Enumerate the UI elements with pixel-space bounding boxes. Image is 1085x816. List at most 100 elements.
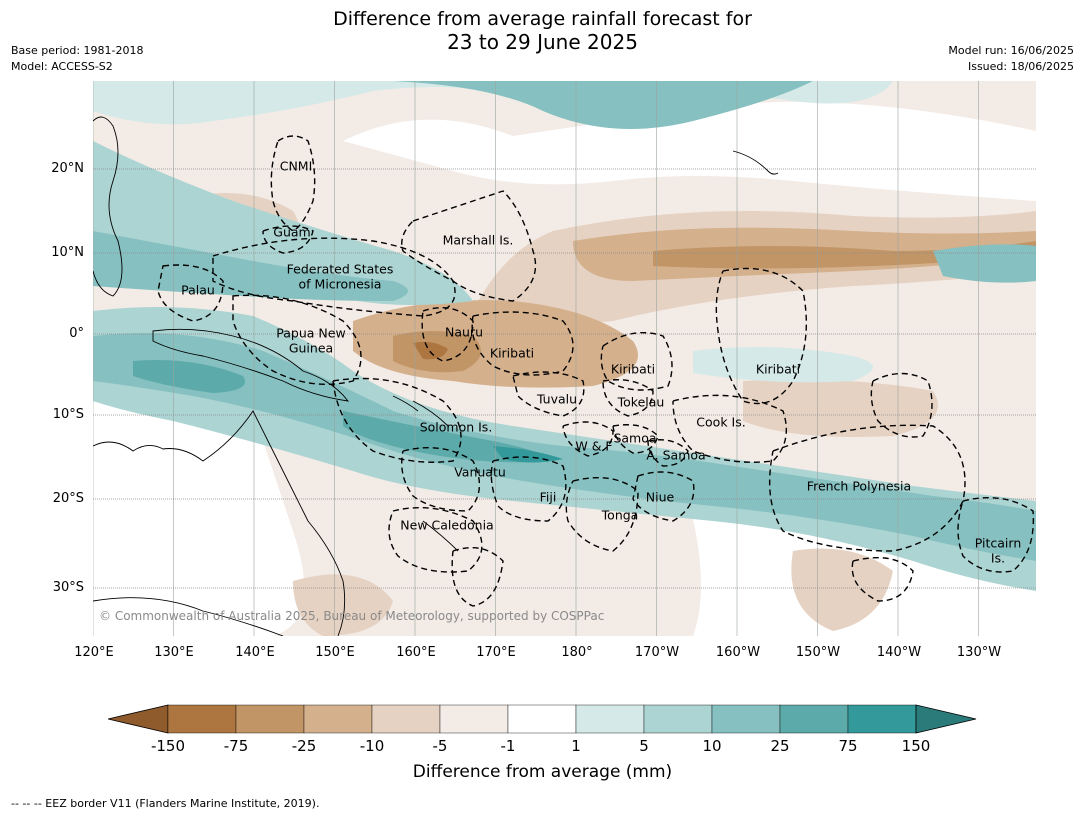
region-label-png-line1: Papua New	[276, 325, 346, 341]
lat-label-10n: 10°N	[51, 245, 84, 260]
region-label-kiribati-east: Kiribati	[755, 361, 801, 377]
eez-tokelau	[602, 379, 654, 417]
region-label-marshall-islands: Marshall Is.	[442, 232, 514, 248]
wet-zone-east-equatorial	[933, 244, 1036, 283]
dry-zone-central-pacific	[743, 379, 938, 437]
map-title-line2: 23 to 29 June 2025	[447, 30, 638, 54]
region-label-tokelau: Tokelau	[617, 394, 665, 410]
wet-zone-philippines	[93, 157, 153, 221]
colorbar-extend-low	[108, 704, 169, 734]
run-info: Model run: 16/06/2025 Issued: 18/06/2025	[948, 43, 1074, 75]
eez-french-polynesia	[769, 424, 966, 552]
eez-marshall-islands	[401, 190, 537, 302]
region-label-png-line2: Guinea	[288, 340, 334, 356]
dry-zone-southeast	[791, 548, 893, 631]
colorbar-label-25: 25	[770, 737, 790, 755]
eez-niue	[632, 471, 695, 522]
colorbar-bin-4	[371, 704, 441, 734]
colorbar-bin-11	[847, 704, 917, 734]
lon-label-170e: 170°E	[476, 645, 516, 660]
issued-date-text: Issued: 18/06/2025	[967, 60, 1074, 73]
eez-tonga	[565, 476, 639, 552]
lon-label-150e: 150°E	[315, 645, 355, 660]
colorbar-label-minus150: -150	[150, 737, 186, 755]
colorbar-label-minus75: -75	[223, 737, 249, 755]
region-label-solomon-islands: Solomon Is.	[419, 419, 493, 435]
wet-zone-north	[393, 81, 813, 129]
region-label-guam: Guam	[273, 224, 311, 240]
rainfall-anomaly-map	[93, 81, 1036, 636]
eez-kermadec	[451, 547, 504, 607]
region-label-tuvalu: Tuvalu	[536, 391, 578, 407]
wet-band-micronesia	[93, 231, 408, 301]
region-label-samoa: Samoa	[613, 430, 657, 446]
philippines-coastline	[93, 116, 123, 297]
region-label-new-caledonia: New Caledonia	[400, 517, 494, 533]
colorbar-bin-1	[167, 704, 237, 734]
colorbar-title: Difference from average (mm)	[412, 762, 673, 782]
coastlines	[93, 116, 779, 636]
hawaii-coastline	[732, 150, 779, 175]
colorbar-label-75: 75	[838, 737, 858, 755]
neutral-zone-australia	[93, 381, 305, 636]
region-label-cook-islands: Cook Is.	[696, 414, 746, 430]
eez-austral	[851, 556, 914, 602]
region-label-palau: Palau	[181, 282, 215, 298]
lon-label-160w: 160°W	[715, 645, 761, 660]
new-caledonia-coastline	[422, 520, 459, 552]
colorbar-bin-8	[643, 704, 713, 734]
eez-samoa	[612, 424, 659, 454]
eez-borders	[157, 135, 1035, 607]
eez-fsm	[212, 237, 456, 317]
lon-label-120e: 120°E	[74, 645, 114, 660]
colorbar-label-minus10: -10	[359, 737, 385, 755]
eez-fiji	[490, 456, 567, 522]
colorbar-label-1: 1	[571, 737, 581, 755]
wet-zone-solomons-peak	[493, 446, 563, 463]
new-guinea-coastline	[152, 328, 350, 402]
region-label-kiribati-west: Kiribati	[489, 345, 535, 361]
eez-marquesas	[870, 372, 933, 438]
eez-kiribati-gilbert	[471, 311, 574, 376]
region-label-french-polynesia: French Polynesia	[806, 478, 912, 494]
lon-label-180: 180°	[561, 645, 593, 660]
eez-wallis-futuna	[562, 421, 614, 457]
eez-border-legend: -- -- -- EEZ border V11 (Flanders Marine…	[11, 797, 320, 810]
model-name-text: Model: ACCESS-S2	[11, 60, 113, 73]
colorbar-bin-6	[507, 704, 577, 734]
dry-zone-tasman	[293, 574, 393, 636]
colorbar-label-minus25: -25	[291, 737, 317, 755]
lon-label-130e: 130°E	[154, 645, 194, 660]
solomon-islands-coastline	[392, 395, 449, 427]
eez-kiribati-phoenix	[600, 331, 673, 391]
region-label-nauru: Nauru	[445, 324, 483, 340]
colorbar-bin-10	[779, 704, 849, 734]
colorbar-bin-5	[439, 704, 509, 734]
eez-cnmi	[270, 135, 316, 232]
map-title-line1: Difference from average rainfall forecas…	[333, 8, 752, 30]
map-title: Difference from average rainfall forecas…	[0, 8, 1085, 54]
eez-kiribati-line	[715, 267, 807, 405]
lat-label-10s: 10°S	[52, 407, 84, 422]
eez-solomon-islands	[332, 377, 462, 463]
copyright-credit: © Commonwealth of Australia 2025, Bureau…	[99, 609, 605, 623]
colorbar-bin-9	[711, 704, 781, 734]
lat-label-0: 0°	[69, 326, 84, 341]
region-label-pitcairn-line1: Pitcairn	[974, 535, 1022, 551]
eez-american-samoa	[647, 439, 689, 467]
eez-new-caledonia	[388, 507, 483, 573]
colorbar	[108, 704, 977, 734]
lon-label-130w: 130°W	[956, 645, 1002, 660]
lon-label-150w: 150°W	[795, 645, 841, 660]
australia-south-coastline	[93, 597, 284, 636]
colorbar-bin-2	[235, 704, 305, 734]
lat-label-30s: 30°S	[52, 580, 84, 595]
colorbar-label-minus1: -1	[500, 737, 516, 755]
region-label-wallis-futuna: W & F	[575, 438, 613, 454]
lon-label-170w: 170°W	[634, 645, 680, 660]
region-label-pitcairn-line2: Is.	[990, 550, 1006, 566]
lat-label-20s: 20°S	[52, 491, 84, 506]
colorbar-bin-7	[575, 704, 645, 734]
colorbar-label-10: 10	[702, 737, 722, 755]
lat-label-20n: 20°N	[51, 161, 84, 176]
